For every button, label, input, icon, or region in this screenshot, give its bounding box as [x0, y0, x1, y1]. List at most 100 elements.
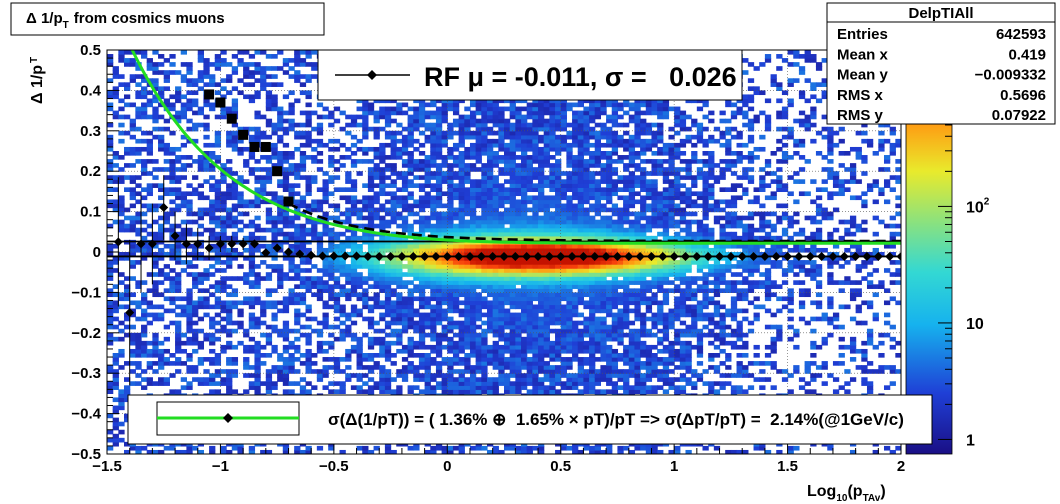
mean-point	[306, 250, 316, 260]
sigma-point	[238, 129, 249, 140]
chart-title-sub: T	[63, 20, 69, 31]
mean-point	[794, 251, 804, 261]
x-tick-label: −0.5	[319, 458, 349, 475]
mean-point	[113, 237, 123, 247]
x-tick-label: 0	[443, 458, 451, 475]
chart-title: Δ 1/pT from cosmics muons	[26, 10, 225, 31]
mean-point	[397, 251, 407, 261]
mean-point	[318, 251, 328, 261]
mean-point	[703, 251, 713, 261]
colorbar-tick-label: 10	[966, 316, 984, 333]
mean-point	[136, 239, 146, 249]
fit-legend-text: RF μ = -0.011, σ = 0.026	[424, 62, 737, 92]
mean-point	[147, 239, 157, 249]
mean-point	[488, 251, 498, 261]
mean-point	[544, 251, 554, 261]
stats-title: DelpTIAll	[908, 5, 973, 22]
x-tick-label: 0.5	[550, 458, 571, 475]
mean-point	[329, 251, 339, 261]
mean-point	[737, 251, 747, 261]
stats-row-label: Mean y	[837, 67, 889, 84]
mean-point	[862, 251, 872, 261]
mean-point	[805, 251, 815, 261]
mean-point	[839, 251, 849, 261]
stats-row-value: 0.5696	[1000, 87, 1046, 104]
mean-point	[749, 251, 759, 261]
mean-point	[454, 251, 464, 261]
stats-row-value: −0.009332	[975, 67, 1046, 84]
mean-point	[567, 251, 577, 261]
mean-point	[533, 251, 543, 261]
mean-point	[760, 251, 770, 261]
mean-point	[499, 251, 509, 261]
y-tick-label: 0.2	[80, 163, 101, 180]
x-axis-label-tail: )	[880, 483, 885, 500]
x-tick-label: −1.5	[92, 458, 122, 475]
mean-point	[283, 247, 293, 257]
sigma-point	[272, 166, 283, 177]
mean-point	[726, 251, 736, 261]
mean-point	[249, 239, 259, 249]
mean-point	[238, 239, 248, 249]
sigma-point	[204, 89, 215, 100]
colorbar-axis: 1 10 102	[938, 54, 990, 449]
mean-point	[476, 251, 486, 261]
x-axis: −1.5 −1 −0.5 0 0.5 1 1.5 2	[92, 442, 905, 475]
stats-row-label: Mean x	[837, 46, 889, 63]
mean-point	[431, 251, 441, 261]
mean-point	[386, 251, 396, 261]
mean-point	[204, 243, 214, 253]
stats-row-label: Entries	[837, 26, 888, 43]
stats-row-value: 642593	[996, 26, 1046, 43]
y-axis-label: Δ 1/pT	[29, 57, 46, 104]
x-tick-label: −1	[212, 458, 229, 475]
mean-point	[420, 251, 430, 261]
mean-point	[817, 251, 827, 261]
mean-point	[715, 251, 725, 261]
y-tick-label: −0.4	[71, 406, 101, 423]
stats-row-label: RMS y	[837, 107, 884, 124]
mean-point	[646, 251, 656, 261]
x-tick-label: 1.5	[777, 458, 798, 475]
x-axis-label-mid: (p	[847, 483, 862, 500]
mean-point	[125, 308, 135, 318]
mean-point	[590, 251, 600, 261]
stats-row-value: 0.419	[1008, 46, 1046, 63]
y-tick-label: −0.5	[71, 446, 101, 463]
mean-point	[340, 251, 350, 261]
chart-title-tail: from cosmics muons	[74, 10, 225, 27]
mean-point	[885, 251, 895, 261]
resolution-fit-curve	[130, 50, 901, 245]
x-axis-label-sub: 10	[836, 493, 848, 504]
y-tick-label: −0.2	[71, 325, 101, 342]
mean-point	[408, 251, 418, 261]
x-tick-label: 2	[897, 458, 905, 475]
mean-point	[658, 251, 668, 261]
sigma-point	[283, 196, 294, 207]
mean-point	[612, 251, 622, 261]
y-tick-label: 0.3	[80, 123, 101, 140]
y-axis: −0.5 −0.4 −0.3 −0.2 −0.1 0 0.1 0.2 0.3 0.4 0.5	[71, 42, 119, 463]
mean-point	[261, 248, 271, 258]
mean-point	[510, 251, 520, 261]
mean-point	[783, 251, 793, 261]
mean-point	[272, 243, 282, 253]
mean-point	[896, 251, 901, 261]
overlay-markers	[107, 50, 901, 386]
y-tick-label: −0.3	[71, 365, 101, 382]
y-tick-label: −0.1	[71, 284, 101, 301]
sigma-dashed-curve	[287, 202, 901, 243]
mean-point	[442, 251, 452, 261]
mean-point	[181, 239, 191, 249]
mean-point	[352, 251, 362, 261]
y-tick-label: 0	[93, 244, 101, 261]
mean-point	[851, 251, 861, 261]
colorbar-tick-power: 2	[984, 196, 990, 207]
y-tick-label: 0.1	[80, 204, 101, 221]
y-tick-label: 0.4	[80, 82, 102, 99]
mean-point	[624, 251, 634, 261]
mean-point	[465, 251, 475, 261]
colorbar-tick-label: 1	[966, 432, 975, 449]
y-tick-label: 0.5	[80, 42, 101, 59]
